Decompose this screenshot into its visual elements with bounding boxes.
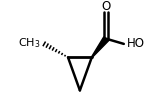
Text: O: O	[102, 0, 111, 13]
Polygon shape	[92, 37, 109, 58]
Text: HO: HO	[126, 37, 144, 50]
Text: CH$_3$: CH$_3$	[18, 36, 40, 50]
